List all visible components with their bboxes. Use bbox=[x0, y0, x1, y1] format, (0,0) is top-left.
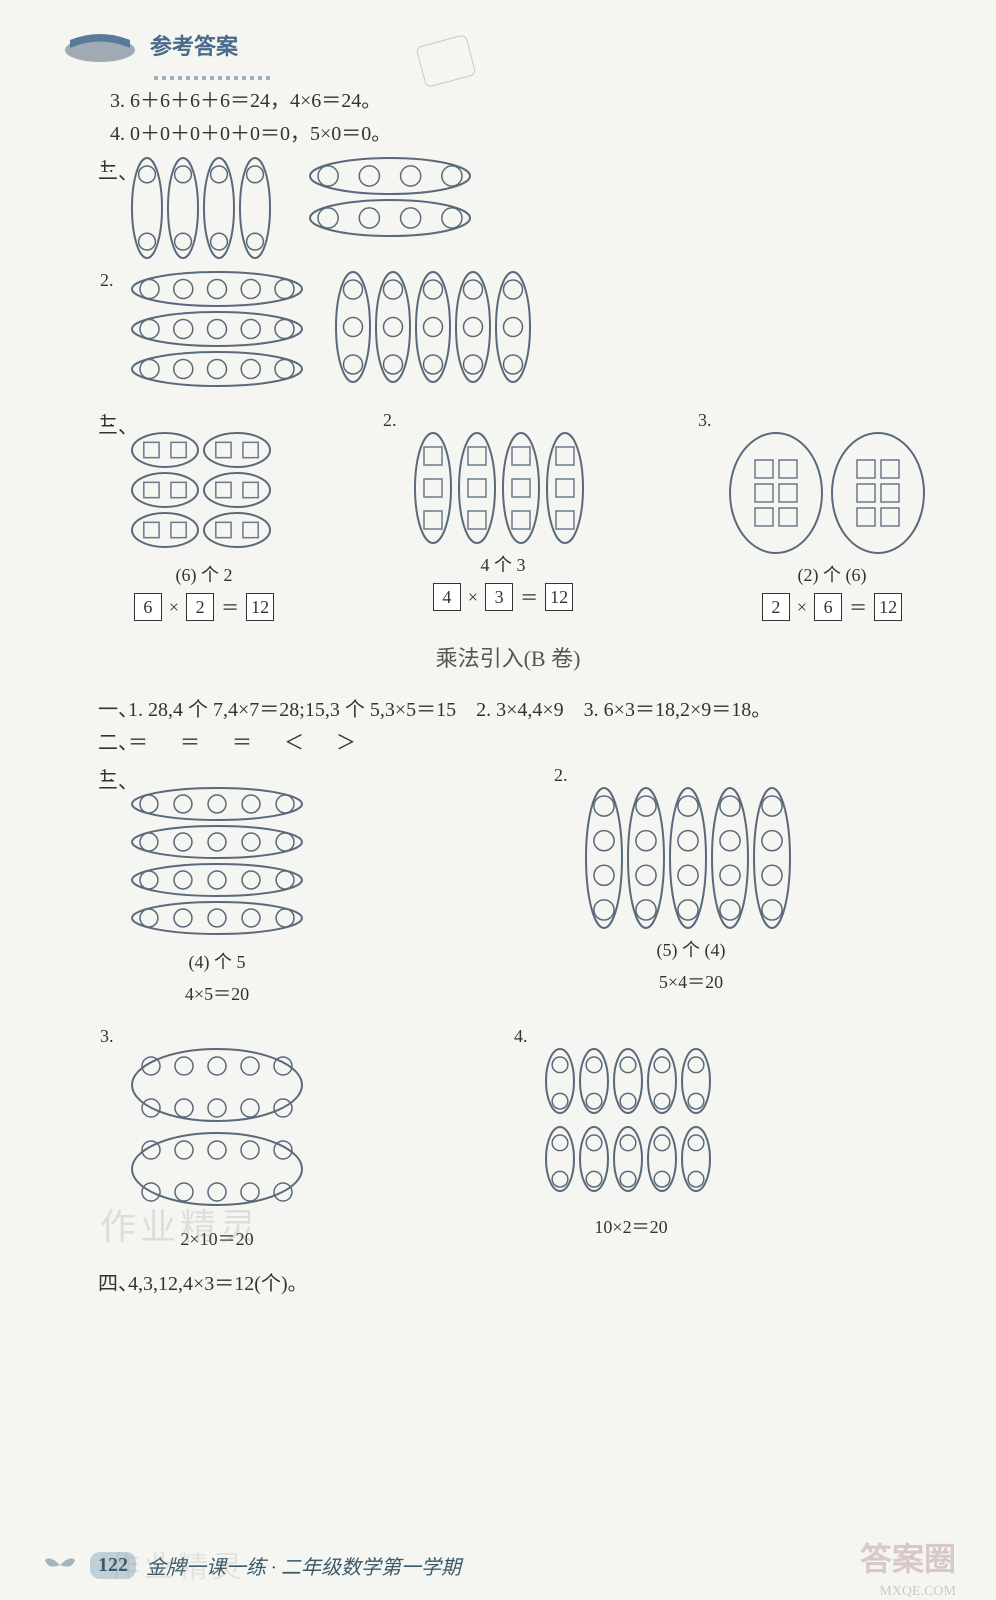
answer-box: 2 bbox=[186, 593, 214, 621]
oval-diagram bbox=[728, 431, 936, 555]
watermark: 答案圈 bbox=[860, 1534, 956, 1580]
header-title: 参考答案 bbox=[150, 29, 238, 61]
answer-box: 12 bbox=[874, 593, 902, 621]
problem-number: 4. bbox=[514, 1026, 528, 1047]
figure-caption: 4 个 3 bbox=[481, 551, 526, 577]
oval-diagram bbox=[413, 431, 593, 545]
problem-number: 2. bbox=[100, 270, 114, 291]
oval-diagram bbox=[130, 786, 304, 942]
figure-caption: (2) 个 (6) bbox=[798, 561, 867, 587]
figure-caption: 5×4＝20 bbox=[659, 968, 723, 994]
wavy-underline bbox=[150, 76, 270, 80]
problem-block: 2.4 个 34×3＝12 bbox=[413, 410, 593, 611]
oval-diagram bbox=[544, 1047, 718, 1207]
oval-diagram bbox=[334, 270, 538, 384]
problem-block: 3.(2) 个 (6)2×6＝12 bbox=[728, 410, 936, 621]
answer-box: 3 bbox=[485, 583, 513, 611]
text-line: ＝ ＝ ＝ ＜ ＞ bbox=[128, 726, 956, 755]
problem-number: 2. bbox=[554, 765, 568, 786]
figure-caption: 10×2＝20 bbox=[594, 1213, 667, 1239]
operator: ＝ bbox=[520, 584, 538, 610]
subtitle: 乘法引入(B 卷) bbox=[60, 641, 956, 673]
oval-diagram bbox=[130, 270, 304, 394]
watermark: 作业精灵 bbox=[110, 1542, 246, 1586]
text-line: 1. 28,4 个 7,4×7＝28;15,3 个 5,3×5＝15 2. 3×… bbox=[128, 693, 956, 722]
problem-block: 1.(6) 个 26×2＝12 bbox=[130, 410, 278, 621]
oval-diagram bbox=[130, 156, 278, 260]
book-icon bbox=[60, 20, 140, 70]
answer-box: 6 bbox=[814, 593, 842, 621]
operator: ＝ bbox=[221, 594, 239, 620]
section-label: 二、 bbox=[98, 726, 138, 755]
page-header: 参考答案 bbox=[60, 20, 956, 70]
answer-box: 12 bbox=[246, 593, 274, 621]
problem-block: 1. (4) 个 5 4×5＝20 bbox=[130, 765, 304, 1006]
oval-diagram bbox=[130, 431, 278, 555]
answer-box: 2 bbox=[762, 593, 790, 621]
watermark: MXQE.COM bbox=[879, 1584, 956, 1600]
figure-caption: (4) 个 5 bbox=[189, 948, 246, 974]
oval-diagram bbox=[308, 156, 472, 244]
problem-number: 3. bbox=[698, 410, 712, 431]
problem-block: 4. 10×2＝20 bbox=[544, 1026, 718, 1239]
answer-box: 12 bbox=[545, 583, 573, 611]
operator: × bbox=[468, 587, 478, 608]
text-line: 4. 0＋0＋0＋0＋0＝0，5×0＝0。 bbox=[110, 117, 956, 146]
text-line: 3. 6＋6＋6＋6＝24，4×6＝24。 bbox=[110, 84, 956, 113]
section-label: 三、 bbox=[98, 410, 138, 439]
figure-caption: 4×5＝20 bbox=[185, 980, 249, 1006]
operator: × bbox=[797, 597, 807, 618]
equation-row: 2 × 6 ＝ 12 bbox=[759, 593, 905, 621]
operator: × bbox=[169, 597, 179, 618]
operator: ＝ bbox=[849, 594, 867, 620]
problem-number: 2. bbox=[383, 410, 397, 431]
watermark: 作业精灵 bbox=[100, 1198, 260, 1250]
problem-number: 1. bbox=[100, 156, 114, 177]
equation-row: 4 × 3 ＝ 12 bbox=[430, 583, 576, 611]
answer-box: 4 bbox=[433, 583, 461, 611]
butterfly-icon bbox=[40, 1550, 80, 1580]
oval-diagram bbox=[130, 1047, 304, 1219]
figure-caption: (5) 个 (4) bbox=[657, 936, 726, 962]
section-label: 一、 bbox=[98, 693, 138, 722]
answer-box: 6 bbox=[134, 593, 162, 621]
oval-diagram bbox=[584, 786, 798, 930]
problem-number: 3. bbox=[100, 1026, 114, 1047]
figure-caption: (6) 个 2 bbox=[176, 561, 233, 587]
text-line: 4,3,12,4×3＝12(个)。 bbox=[128, 1267, 956, 1296]
problem-block: 2. (5) 个 (4) 5×4＝20 bbox=[584, 765, 798, 994]
section-label: 三、 bbox=[98, 765, 138, 794]
section-label: 四、 bbox=[98, 1267, 138, 1296]
equation-row: 6 × 2 ＝ 12 bbox=[131, 593, 277, 621]
